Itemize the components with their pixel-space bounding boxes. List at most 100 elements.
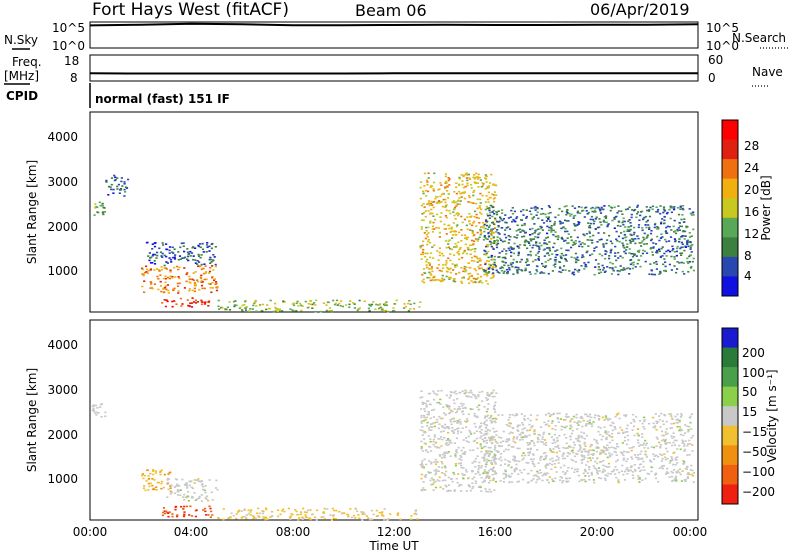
heatmap-cell xyxy=(467,441,470,443)
heatmap-cell xyxy=(465,421,468,423)
heatmap-cell xyxy=(603,450,606,452)
heatmap-cell xyxy=(629,222,632,224)
heatmap-cell xyxy=(512,458,515,461)
heatmap-cell xyxy=(521,229,524,232)
heatmap-cell xyxy=(485,410,489,413)
heatmap-cell xyxy=(428,264,431,266)
heatmap-cell xyxy=(520,471,523,474)
heatmap-cell xyxy=(167,515,170,518)
heatmap-cell xyxy=(633,254,636,256)
heatmap-cell xyxy=(447,177,450,179)
heatmap-cell xyxy=(437,279,440,281)
heatmap-cell xyxy=(688,454,691,456)
heatmap-cell xyxy=(655,268,658,270)
heatmap-cell xyxy=(463,192,466,194)
heatmap-cell xyxy=(171,246,174,249)
heatmap-cell xyxy=(617,205,620,207)
heatmap-cell xyxy=(169,269,172,272)
heatmap-cell xyxy=(461,453,464,455)
heatmap-cell xyxy=(471,408,474,411)
heatmap-cell xyxy=(517,252,520,255)
heatmap-cell xyxy=(537,433,540,436)
heatmap-cell xyxy=(684,467,687,470)
heatmap-cell xyxy=(209,256,212,259)
heatmap-cell xyxy=(500,437,503,439)
heatmap-cell xyxy=(519,261,522,263)
heatmap-cell xyxy=(582,455,586,457)
heatmap-cell xyxy=(343,512,346,514)
heatmap-cell xyxy=(153,260,156,262)
heatmap-cell xyxy=(490,242,493,244)
heatmap-cell xyxy=(531,246,534,249)
heatmap-cell xyxy=(436,418,439,421)
heatmap-cell xyxy=(603,232,606,234)
heatmap-cell xyxy=(313,302,316,304)
heatmap-cell xyxy=(447,451,450,453)
heatmap-cell xyxy=(491,470,495,472)
heatmap-cell xyxy=(680,235,684,238)
heatmap-cell xyxy=(323,518,326,520)
heatmap-cell xyxy=(647,210,650,212)
heatmap-cell xyxy=(215,289,219,292)
heatmap-cell xyxy=(598,226,601,229)
heatmap-cell xyxy=(585,251,588,254)
heatmap-cell xyxy=(690,473,693,476)
heatmap-cell xyxy=(561,481,564,484)
heatmap-cell xyxy=(453,230,456,232)
heatmap-cell xyxy=(466,420,469,422)
heatmap-cell xyxy=(637,434,640,437)
heatmap-cell xyxy=(226,306,229,309)
heatmap-cell xyxy=(587,454,590,456)
heatmap-cell xyxy=(467,277,471,280)
heatmap-cell xyxy=(538,478,541,480)
heatmap-cell xyxy=(274,302,277,305)
heatmap-cell xyxy=(479,259,483,262)
heatmap-cell xyxy=(628,273,631,275)
heatmap-cell xyxy=(614,473,617,475)
heatmap-cell xyxy=(630,456,633,458)
heatmap-cell xyxy=(521,459,524,461)
heatmap-cell xyxy=(636,454,639,456)
heatmap-cell xyxy=(554,441,557,444)
heatmap-cell xyxy=(444,175,447,178)
heatmap-cell xyxy=(660,460,663,462)
heatmap-cell xyxy=(432,257,435,259)
heatmap-cell xyxy=(477,176,480,178)
heatmap-cell xyxy=(589,413,592,416)
heatmap-cell xyxy=(426,266,429,269)
heatmap-cell xyxy=(113,174,116,177)
heatmap-cell xyxy=(162,291,165,294)
heatmap-cell xyxy=(460,192,463,194)
heatmap-cell xyxy=(486,244,489,246)
heatmap-cell xyxy=(605,447,608,450)
heatmap-cell xyxy=(545,472,549,474)
heatmap-cell xyxy=(171,275,174,278)
heatmap-cell xyxy=(449,276,452,279)
colorbar-swatch xyxy=(722,484,738,505)
power-data xyxy=(93,172,695,313)
heatmap-cell xyxy=(676,247,679,250)
heatmap-cell xyxy=(544,424,547,426)
heatmap-cell xyxy=(147,482,150,485)
heatmap-cell xyxy=(664,443,667,445)
heatmap-cell xyxy=(244,516,247,518)
heatmap-cell xyxy=(513,469,516,472)
heatmap-cell xyxy=(392,307,395,309)
heatmap-cell xyxy=(675,418,678,421)
heatmap-cell xyxy=(617,432,620,434)
heatmap-cell xyxy=(558,412,561,415)
heatmap-cell xyxy=(546,479,549,482)
heatmap-cell xyxy=(643,250,647,253)
xtick-1600: 16:00 xyxy=(478,525,513,539)
heatmap-cell xyxy=(569,424,572,427)
heatmap-cell xyxy=(588,457,591,459)
heatmap-cell xyxy=(491,211,494,213)
heatmap-cell xyxy=(622,450,626,453)
power-cbar-tick-8: 8 xyxy=(744,249,752,263)
heatmap-cell xyxy=(509,216,512,218)
heatmap-cell xyxy=(422,419,425,422)
heatmap-cell xyxy=(680,414,683,417)
heatmap-cell xyxy=(589,218,592,221)
heatmap-cell xyxy=(441,274,444,277)
heatmap-cell xyxy=(640,211,643,213)
